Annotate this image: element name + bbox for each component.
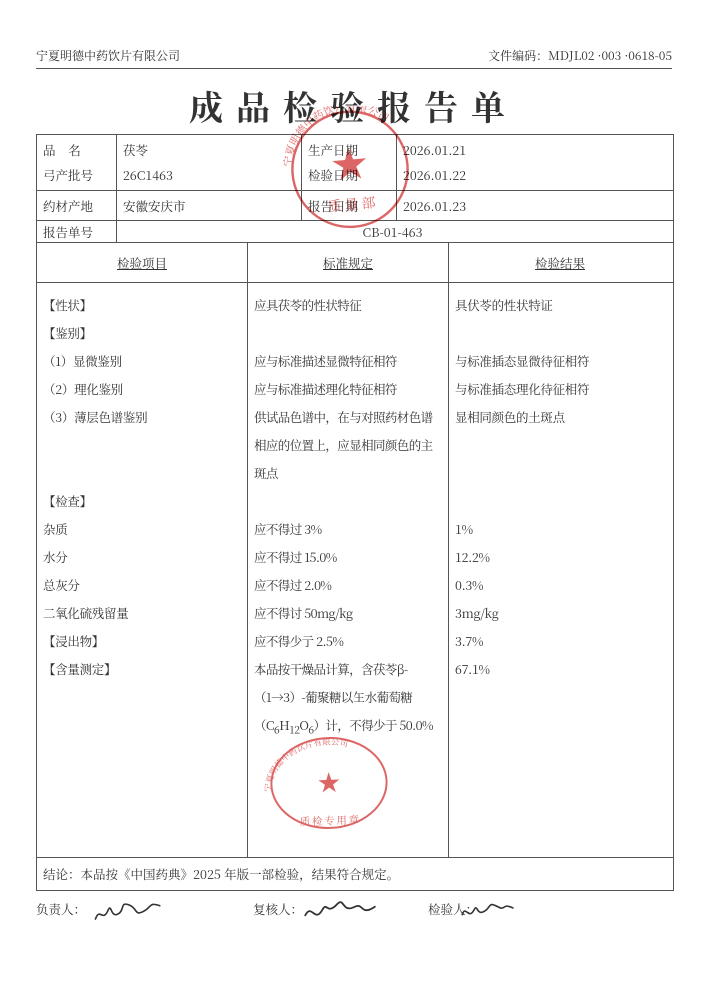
svg-text:★: ★ [317,765,341,798]
svg-text:质量部: 质量部 [327,191,380,215]
svg-text:★: ★ [329,135,370,190]
svg-text:质检专用章: 质检专用章 [300,811,362,828]
